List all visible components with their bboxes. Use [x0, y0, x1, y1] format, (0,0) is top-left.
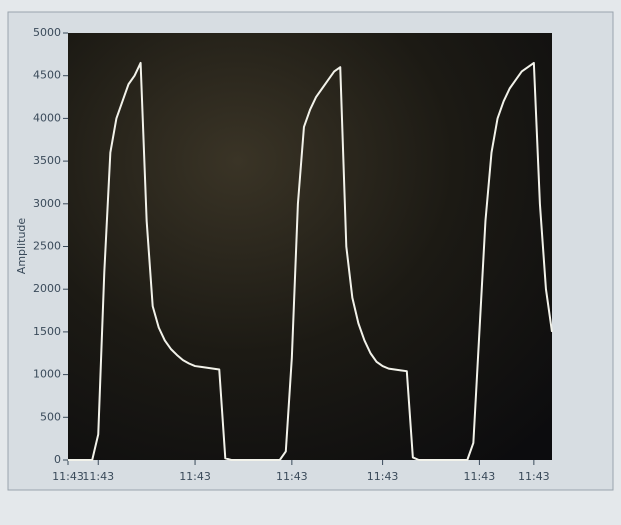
x-tick-label: 11:43 — [367, 470, 399, 483]
x-tick-label: 11:43 — [179, 470, 211, 483]
y-tick-label: 5000 — [33, 26, 61, 39]
page: {"chart_data": {"type": "line", "y_label… — [0, 0, 621, 525]
y-tick-label: 4000 — [33, 111, 61, 124]
y-tick-label: 2500 — [33, 240, 61, 253]
y-tick-label: 1500 — [33, 325, 61, 338]
y-tick-label: 1000 — [33, 368, 61, 381]
y-tick-label: 0 — [54, 453, 61, 466]
y-tick-label: 2000 — [33, 282, 61, 295]
y-tick-label: 3000 — [33, 197, 61, 210]
x-tick-label: 11:43 — [464, 470, 496, 483]
x-tick-label: 11:43 — [82, 470, 114, 483]
chart: Amplitude 0 500 1000 1500 2000 2500 3000 3500 40… — [0, 0, 621, 525]
plot-area — [68, 33, 552, 460]
x-tick-label: 11:43 — [518, 470, 550, 483]
y-tick-label: 4500 — [33, 69, 61, 82]
y-tick-label: 500 — [40, 410, 61, 423]
x-tick-label: 11:43 — [52, 470, 84, 483]
y-axis-label: Amplitude — [15, 218, 28, 275]
x-tick-label: 11:43 — [276, 470, 308, 483]
y-tick-label: 3500 — [33, 154, 61, 167]
